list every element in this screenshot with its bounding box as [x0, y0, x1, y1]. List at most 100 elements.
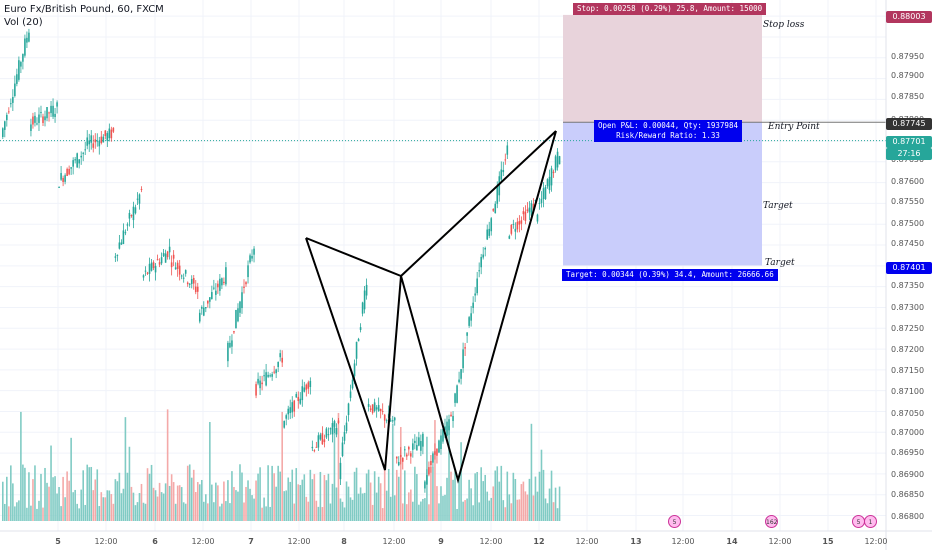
- volume-bar: [16, 502, 18, 521]
- volume-bar: [452, 479, 454, 521]
- candle-body: [406, 454, 408, 457]
- volume-bar: [58, 487, 60, 521]
- volume-bar: [373, 471, 376, 521]
- volume-bar: [289, 481, 292, 521]
- candle-body: [470, 313, 472, 321]
- volume-bar: [62, 476, 64, 521]
- volume-bar: [508, 494, 511, 521]
- candle-body: [46, 107, 48, 119]
- volume-bar: [158, 482, 161, 521]
- volume-bar: [88, 467, 91, 521]
- candle-body: [26, 37, 28, 43]
- volume-bar: [245, 486, 247, 521]
- volume-bar: [303, 474, 306, 521]
- candle-body: [104, 130, 107, 137]
- candle-body: [223, 281, 225, 284]
- candle-body: [160, 257, 163, 264]
- candle-body: [548, 176, 551, 191]
- stop-loss-note[interactable]: Stop loss: [763, 20, 805, 30]
- volume-bar: [464, 500, 466, 521]
- event-marker[interactable]: 162: [765, 515, 778, 528]
- candle-body: [221, 278, 223, 286]
- candle-body: [38, 114, 40, 123]
- candle-body: [44, 116, 46, 121]
- target-note-2[interactable]: Target: [765, 258, 795, 268]
- candle-body: [64, 175, 66, 182]
- volume-bar: [142, 502, 145, 521]
- candle-body: [184, 270, 187, 274]
- event-marker[interactable]: 1: [864, 515, 877, 528]
- candle-body: [4, 121, 6, 130]
- candle-body: [213, 287, 215, 289]
- candle-body: [74, 159, 76, 161]
- candle-body: [164, 253, 167, 263]
- volume-bar: [150, 464, 153, 521]
- volume-bar: [251, 495, 253, 521]
- candle-body: [472, 302, 474, 308]
- entry-point-note[interactable]: Entry Point: [768, 122, 820, 132]
- candle-body: [78, 159, 80, 164]
- volume-bar: [40, 473, 42, 521]
- volume-bar: [140, 483, 143, 521]
- volume-bar: [247, 480, 249, 521]
- candle-body: [436, 448, 438, 456]
- volume-bar: [184, 503, 187, 521]
- volume-bar: [460, 442, 462, 521]
- volume-bar: [46, 482, 48, 521]
- volume-bar: [277, 465, 279, 521]
- candle-body: [14, 83, 16, 96]
- volume-bar: [500, 465, 503, 521]
- volume-bar: [164, 483, 167, 521]
- candle-body: [518, 221, 521, 225]
- volume-bar: [279, 471, 281, 521]
- volume-bar: [275, 486, 277, 521]
- candle-body: [68, 168, 70, 175]
- candle-body: [22, 54, 24, 62]
- volume-bar: [526, 494, 529, 521]
- candle-body: [231, 340, 233, 347]
- event-marker[interactable]: 5: [852, 515, 865, 528]
- open-pnl-label[interactable]: Open P&L: 0.00044, Qty: 1937984 Risk/Rew…: [594, 120, 742, 142]
- volume-bar: [548, 488, 551, 521]
- price-axis-label: 0.87900: [891, 71, 925, 80]
- volume-bar: [341, 501, 344, 521]
- volume-bar: [518, 499, 521, 521]
- volume-bar: [188, 464, 191, 521]
- volume-bar: [194, 492, 197, 521]
- volume-bar: [26, 507, 28, 521]
- volume-bar: [20, 411, 22, 521]
- event-marker[interactable]: 5: [668, 515, 681, 528]
- stop-info-label[interactable]: Stop: 0.00258 (0.29%) 25.8, Amount: 1500…: [573, 3, 767, 15]
- entry-price-tag: 0.87745: [886, 118, 932, 130]
- volume-bar: [241, 472, 243, 521]
- volume-bar: [353, 471, 356, 521]
- candle-body: [369, 408, 372, 410]
- volume-bar: [10, 465, 12, 521]
- candle-body: [432, 453, 434, 463]
- candle-body: [476, 278, 478, 294]
- volume-bar: [138, 493, 141, 521]
- candle-body: [279, 353, 281, 358]
- target-note-1[interactable]: Target: [763, 201, 793, 211]
- volume-bar: [416, 474, 418, 521]
- volume-bar: [66, 471, 68, 521]
- candle-body: [492, 209, 495, 211]
- volume-bar: [490, 497, 493, 521]
- candle-body: [194, 286, 197, 293]
- volume-bar: [182, 502, 185, 521]
- target-info-label[interactable]: Target: 0.00344 (0.39%) 34.4, Amount: 26…: [562, 269, 778, 281]
- candle-body: [536, 214, 539, 222]
- volume-bar: [148, 473, 151, 521]
- volume-bar: [22, 464, 24, 521]
- chart-legend: Euro Fx/British Pound, 60, FXCM Vol (20): [4, 3, 164, 29]
- candle-body: [245, 282, 247, 285]
- candle-body: [456, 385, 458, 403]
- volume-bar: [172, 482, 175, 521]
- candle-body: [414, 440, 416, 443]
- candle-body: [450, 414, 452, 417]
- candle-body: [291, 402, 294, 413]
- volume-bar: [502, 500, 505, 521]
- candle-body: [552, 171, 555, 174]
- volume-bar: [468, 479, 470, 521]
